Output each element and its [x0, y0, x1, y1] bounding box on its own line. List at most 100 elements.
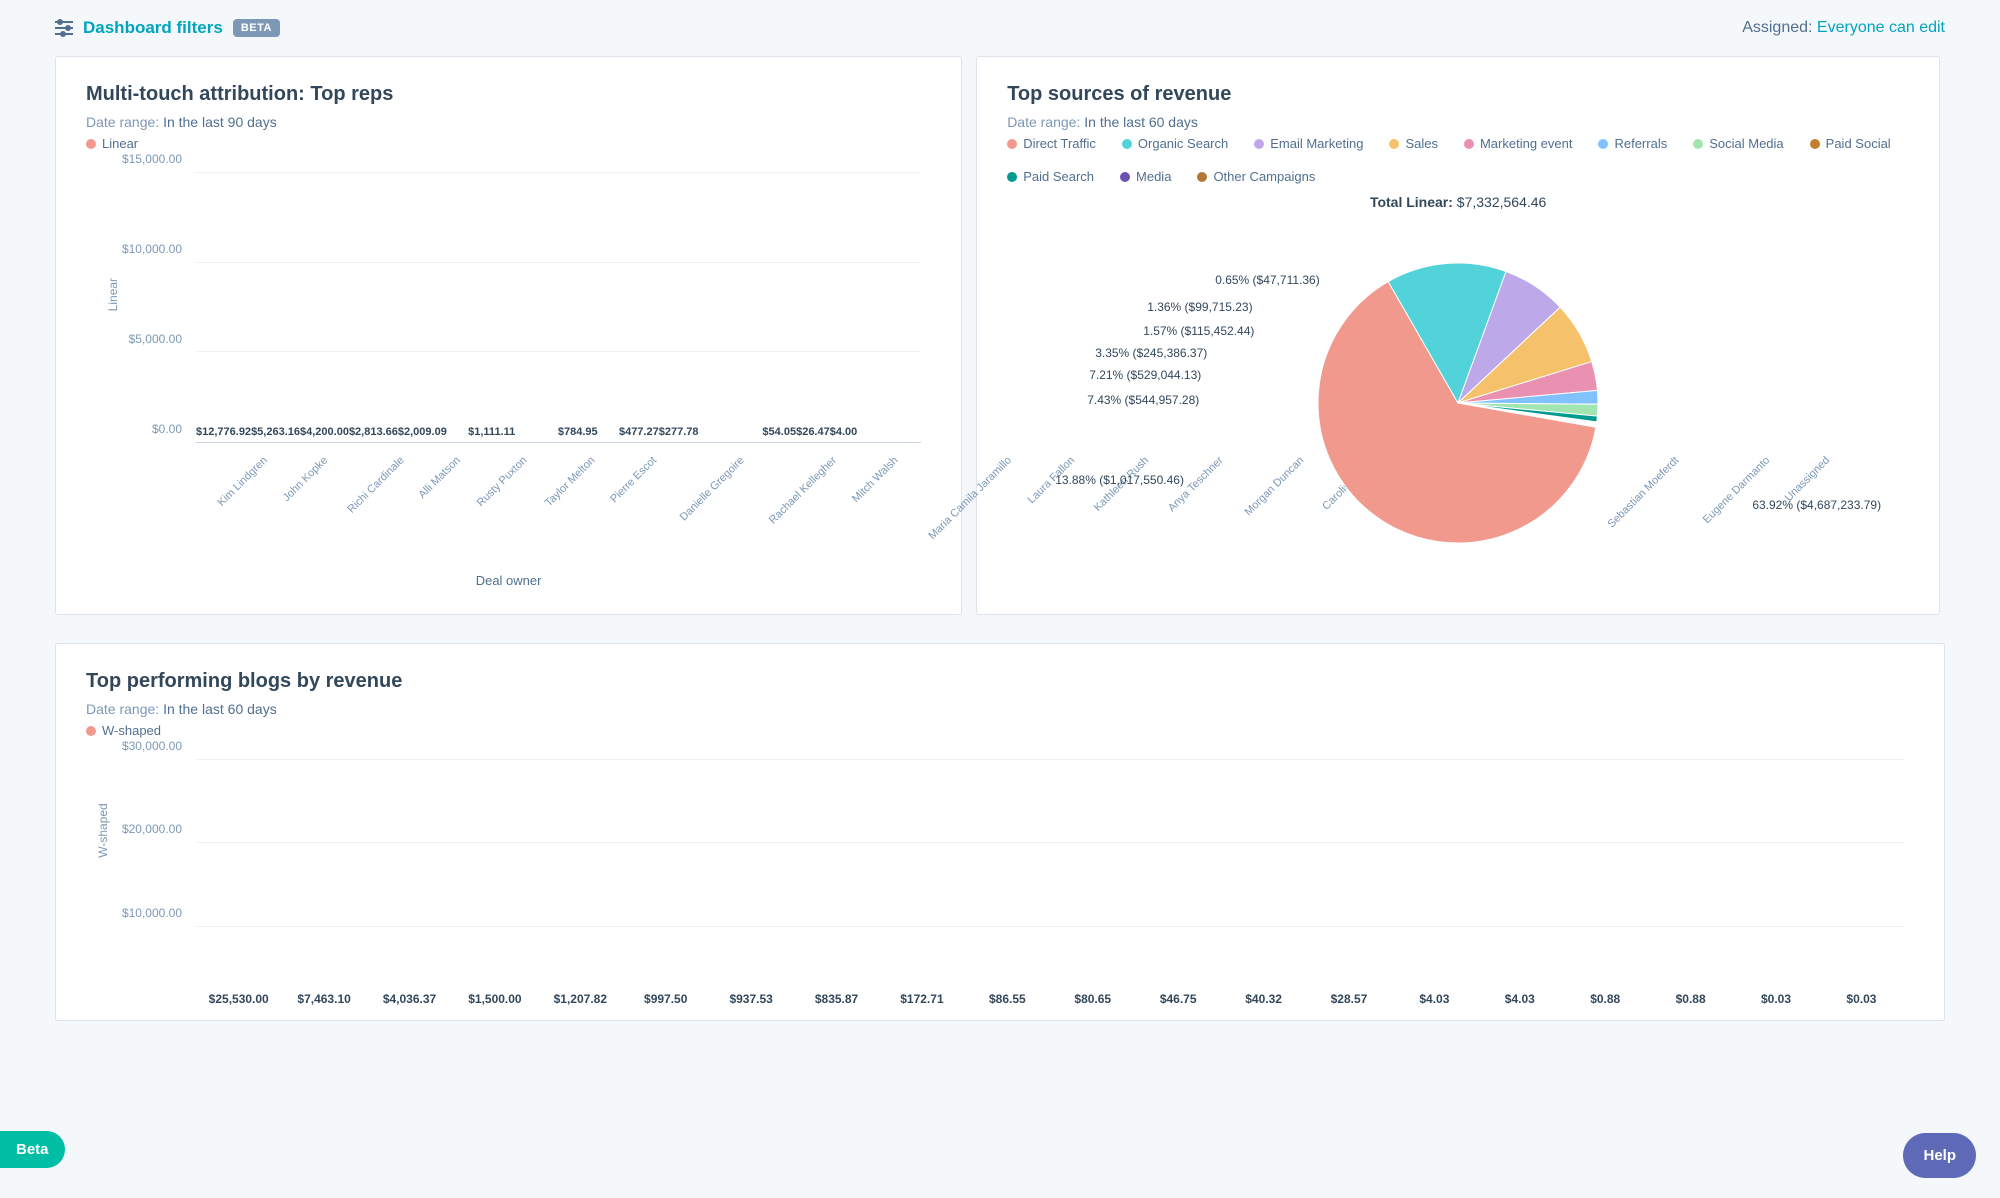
bar-value: $4.00	[830, 426, 858, 438]
legend-label: Email Marketing	[1270, 136, 1363, 151]
legend-item[interactable]: Paid Social	[1810, 136, 1891, 151]
bar-value: $4.03	[1505, 992, 1535, 1006]
legend-swatch	[1389, 139, 1399, 149]
pie-label: 3.35% ($245,386.37)	[1095, 346, 1207, 360]
total-label: Total Linear:	[1370, 194, 1453, 210]
bar-value: $12,776.92	[196, 426, 251, 438]
legend-label: Linear	[102, 136, 138, 151]
x-label: Taylor Melton	[542, 453, 598, 509]
bar-slot: $4,036.37	[367, 992, 452, 1010]
grid-line	[196, 351, 921, 352]
reps-legend: Linear	[86, 136, 931, 151]
legend-label: Organic Search	[1138, 136, 1228, 151]
x-label: Kim Lindgren	[216, 453, 272, 509]
bar-slot: $477.27	[619, 426, 659, 442]
legend-swatch	[1464, 139, 1474, 149]
bar-value: $54.05	[762, 426, 796, 438]
legend-item[interactable]: Email Marketing	[1254, 136, 1363, 151]
legend-item[interactable]: Sales	[1389, 136, 1438, 151]
date-range-label: Date range:	[86, 701, 159, 717]
bar-slot: $937.53	[708, 992, 793, 1010]
bar-slot	[857, 438, 878, 442]
legend-item[interactable]: Organic Search	[1122, 136, 1228, 151]
legend-item[interactable]: Paid Search	[1007, 169, 1094, 184]
legend-label: Media	[1136, 169, 1171, 184]
bar-slot	[515, 438, 536, 442]
bar-value: $0.03	[1761, 992, 1791, 1006]
bar-value: $40.32	[1245, 992, 1282, 1006]
assigned-link[interactable]: Everyone can edit	[1817, 19, 1945, 36]
date-range-label: Date range:	[1007, 114, 1080, 130]
legend-item[interactable]: Marketing event	[1464, 136, 1573, 151]
bar-slot: $784.95	[558, 426, 598, 442]
x-label: Pierre Escot	[608, 453, 660, 505]
legend-swatch	[1120, 172, 1130, 182]
bar-slot	[698, 438, 719, 442]
bar-slot: $54.05	[762, 426, 796, 442]
pie-label: 63.92% ($4,687,233.79)	[1752, 498, 1881, 512]
reps-bars: $12,776.92$5,263.16$4,200.00$2,813.66$2,…	[196, 173, 921, 442]
legend-label: Referrals	[1614, 136, 1667, 151]
legend-item[interactable]: Direct Traffic	[1007, 136, 1096, 151]
grid-line	[196, 262, 921, 263]
bar-value: $277.78	[659, 426, 699, 438]
grid-line	[196, 172, 921, 173]
legend-item[interactable]: W-shaped	[86, 723, 161, 738]
legend-item[interactable]: Other Campaigns	[1197, 169, 1315, 184]
total-linear: Total Linear: $7,332,564.46	[1007, 194, 1909, 210]
beta-button[interactable]: Beta	[0, 1131, 65, 1168]
legend-item[interactable]: Media	[1120, 169, 1171, 184]
legend-swatch	[1598, 139, 1608, 149]
bar-slot: $277.78	[659, 426, 699, 442]
bar-slot: $4.00	[830, 426, 858, 442]
y-tick: $10,000.00	[86, 906, 182, 920]
bar-value: $477.27	[619, 426, 659, 438]
legend-label: Paid Social	[1826, 136, 1891, 151]
pie-label: 0.65% ($47,711.36)	[1215, 273, 1320, 287]
legend-label: Direct Traffic	[1023, 136, 1096, 151]
bar-slot: $0.88	[1648, 992, 1733, 1010]
bar-value: $0.88	[1676, 992, 1706, 1006]
grid-line	[196, 842, 1904, 843]
blogs-plot: $25,530.00$7,463.10$4,036.37$1,500.00$1,…	[196, 760, 1904, 1010]
bar-value: $46.75	[1160, 992, 1197, 1006]
bar-slot: $0.88	[1563, 992, 1648, 1010]
bar-slot	[447, 438, 468, 442]
card-top-sources: Top sources of revenue Date range: In th…	[976, 56, 1940, 615]
bar-slot: $835.87	[794, 992, 879, 1010]
help-button[interactable]: Help	[1903, 1133, 1976, 1178]
pie-label: 1.57% ($115,452.44)	[1143, 324, 1254, 338]
assigned-label: Assigned:	[1742, 19, 1812, 36]
bar-slot: $2,813.66	[349, 426, 398, 442]
bar-value: $835.87	[815, 992, 858, 1006]
bar-value: $1,111.11	[468, 426, 515, 438]
blogs-bar-chart: W-shaped $10,000.00$20,000.00$30,000.00 …	[86, 760, 1914, 1010]
bar-value: $937.53	[729, 992, 772, 1006]
bar-value: $80.65	[1074, 992, 1111, 1006]
legend-label: Other Campaigns	[1213, 169, 1315, 184]
bar-value: $4.03	[1419, 992, 1449, 1006]
legend-item[interactable]: Social Media	[1693, 136, 1783, 151]
date-range: Date range: In the last 60 days	[86, 701, 1914, 717]
bar-value: $997.50	[644, 992, 687, 1006]
dashboard-filters-link[interactable]: Dashboard filters	[83, 18, 223, 38]
card-top-reps: Multi-touch attribution: Top reps Date r…	[55, 56, 962, 615]
pie-wrap: 63.92% ($4,687,233.79)13.88% ($1,017,550…	[1007, 218, 1909, 588]
legend-item[interactable]: Referrals	[1598, 136, 1667, 151]
filter-icon[interactable]	[55, 21, 73, 35]
x-label: Mitch Walsh	[850, 453, 902, 505]
legend-item[interactable]: Linear	[86, 136, 138, 151]
bar-slot: $0.03	[1819, 992, 1904, 1010]
total-value: $7,332,564.46	[1457, 194, 1547, 210]
legend-swatch	[1693, 139, 1703, 149]
bar-slot	[741, 438, 762, 442]
bar-slot	[537, 438, 558, 442]
legend-label: W-shaped	[102, 723, 161, 738]
bar-slot: $172.71	[879, 992, 964, 1010]
bar-slot: $5,263.16	[251, 426, 300, 442]
pie-label: 7.21% ($529,044.13)	[1089, 368, 1201, 382]
bar-slot	[879, 438, 900, 442]
bar-slot: $40.32	[1221, 992, 1306, 1010]
bar-slot: $2,009.09	[398, 426, 447, 442]
legend-swatch	[1007, 172, 1017, 182]
